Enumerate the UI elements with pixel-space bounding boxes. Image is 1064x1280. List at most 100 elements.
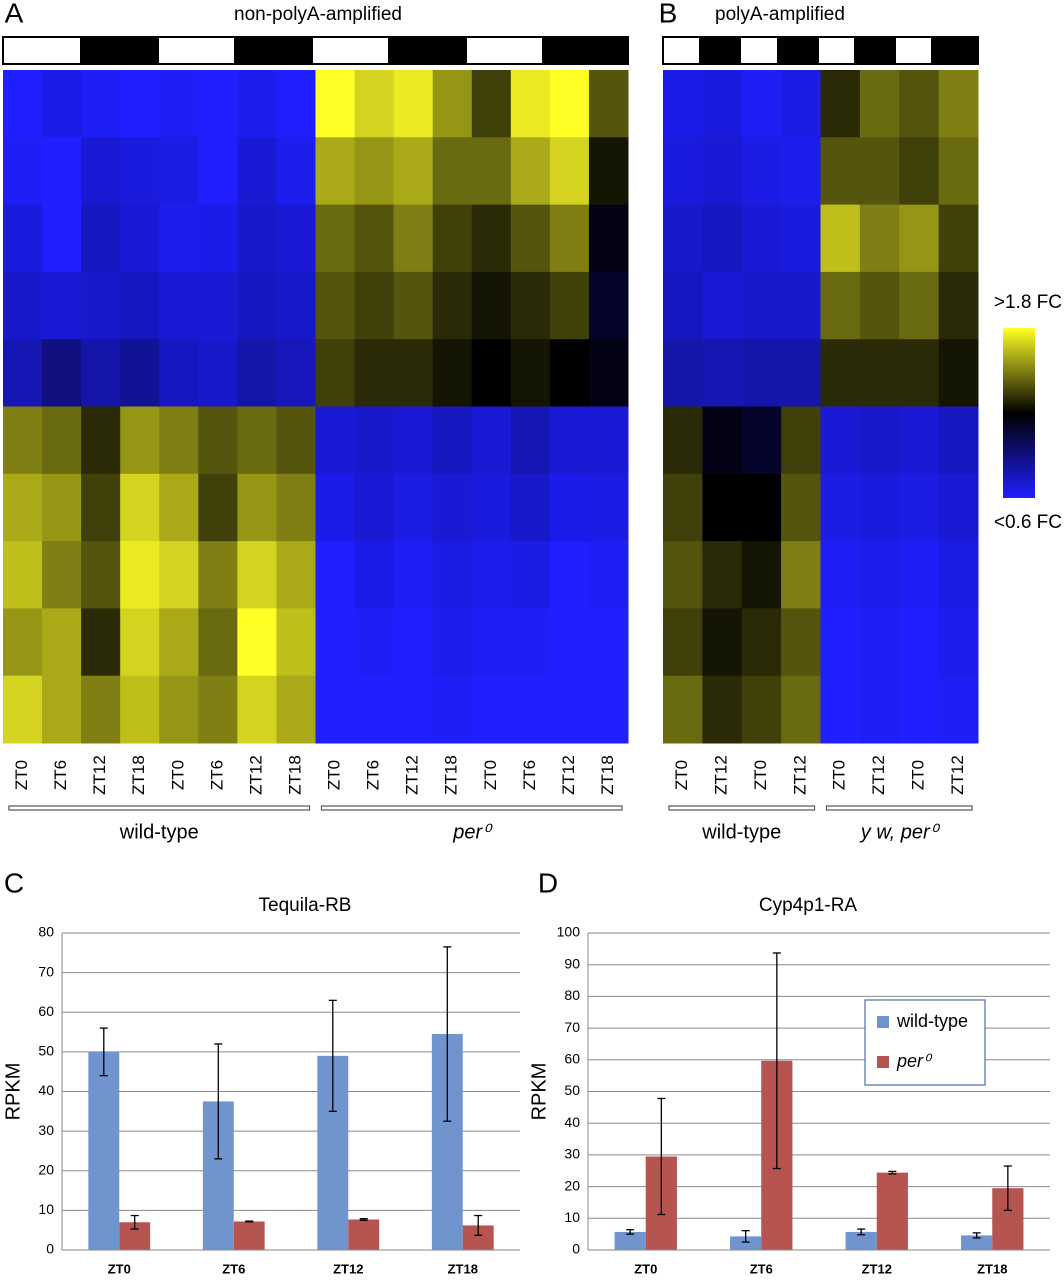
heatmap-cell [859,541,900,609]
error-bar [443,946,452,1122]
heatmap-cell [663,406,703,475]
heatmap-cell [354,608,395,677]
y-tick-label: 60 [38,1003,54,1019]
heatmap-cell [354,675,395,744]
heatmap-cell [781,137,821,206]
heatmap-cell [510,70,551,138]
heatmap-cell [859,608,900,677]
heatmap-cell [198,339,238,407]
heatmap-cell [588,70,629,138]
column-label: ZT12 [869,755,888,795]
column-label: ZT6 [51,760,70,790]
heatmap-cell [42,541,82,609]
light-box [817,36,856,65]
heatmap-cell [549,271,590,340]
heatmap-cell [938,70,979,138]
heatmap-cell [3,339,43,407]
dark-box [234,36,313,65]
heatmap-cell [3,137,43,206]
y-tick-label: 0 [572,1241,580,1257]
heatmap-cell [159,339,199,407]
heatmap-cell [3,271,43,340]
heatmap-cell [432,339,473,407]
heatmap-cell [510,339,551,407]
heatmap-cell [237,473,277,542]
heatmap-cell [42,675,82,744]
legend-swatch [877,1016,889,1028]
heatmap-cell [198,271,238,340]
heatmap-cell [81,339,121,407]
heatmap-cell [3,541,43,609]
light-dark-bar-b [662,36,979,65]
heatmap-cell [820,339,861,407]
error-bar [328,999,337,1112]
heatmap-cell [549,473,590,542]
column-label: ZT0 [168,760,187,790]
bar [730,1236,762,1250]
heatmap-cell [393,137,434,206]
panel-label: A [5,0,24,28]
heatmap-cell [663,339,703,407]
heatmap-cell [354,473,395,542]
heatmap-cell [198,137,238,206]
heatmap-cell [938,473,979,542]
panel-label: D [538,867,558,898]
column-label: ZT12 [790,755,809,795]
light-box [739,36,779,65]
heatmap-cell [510,137,551,206]
heatmap-cell [938,541,979,609]
heatmap-cell [859,137,900,206]
legend-box [864,999,986,1086]
x-tick-label: ZT18 [977,1261,1007,1276]
heatmap-cell [42,339,82,407]
heatmap-cell [471,271,512,340]
x-tick-label: ZT6 [222,1261,245,1276]
heatmap-cell [276,473,316,542]
heatmap-cell [549,339,590,407]
heatmap-cell [549,541,590,609]
error-bar [888,1170,897,1175]
bar [88,1051,120,1250]
heatmap-cell [820,675,861,744]
heatmap-cell [588,541,629,609]
heatmap-cell [588,339,629,407]
group-bracket [8,805,311,811]
y-tick-label: 40 [564,1114,580,1130]
bar [876,1172,908,1250]
heatmap-cell [781,339,821,407]
heatmap-cell [159,70,199,138]
heatmap-cell [276,204,316,273]
heatmap-cell [120,675,160,744]
heatmap-cell [741,541,782,609]
y-tick-label: 70 [38,963,54,979]
heatmap-cell [276,541,316,609]
heatmap-cell [820,473,861,542]
heatmap-cell [159,675,199,744]
heatmap-cell [549,675,590,744]
heatmap-cell [432,473,473,542]
heatmap-cell [741,70,782,138]
heatmap-cell [471,137,512,206]
heatmap-cell [938,608,979,677]
heatmap-cell [3,204,43,273]
column-label: ZT12 [403,755,422,795]
heatmap-cell [702,608,743,677]
light-box [662,36,701,65]
y-axis-label: RPKM [528,1063,550,1121]
heatmap-cell [159,137,199,206]
heatmap-cell [432,406,473,475]
heatmap-cell [237,271,277,340]
heatmap-cell [899,473,940,542]
heatmap-cell [315,406,356,475]
heatmap-cell [741,204,782,273]
chart-title: Cyp4p1-RA [759,895,858,916]
heatmap-cell [702,339,743,407]
heatmap-cell [899,137,940,206]
column-label: ZT0 [751,760,770,790]
heatmap-cell [549,608,590,677]
heatmap-cell [663,137,703,206]
heatmap-cell [663,675,703,744]
bar [961,1235,993,1250]
heatmap-cell [237,137,277,206]
